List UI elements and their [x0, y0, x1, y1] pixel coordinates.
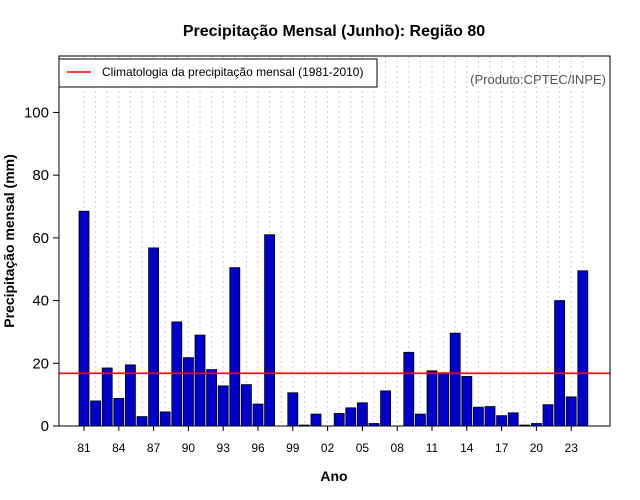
x-tick-label: 96 — [251, 441, 265, 455]
bar-1981 — [78, 210, 90, 427]
x-tick-label: 14 — [460, 441, 474, 455]
bar-1992 — [206, 369, 218, 427]
x-tick-label: 99 — [286, 441, 300, 455]
bar-1988 — [159, 411, 171, 427]
bar-1982 — [90, 400, 101, 427]
legend-box — [58, 58, 378, 88]
bar-1994 — [229, 267, 241, 427]
bar-1991 — [194, 334, 206, 427]
y-tick-label: 80 — [32, 167, 49, 184]
bar-1995 — [240, 384, 252, 427]
bar-2023 — [565, 396, 577, 427]
bar-1986 — [136, 416, 148, 427]
bar-2012 — [438, 372, 450, 427]
bar-2015 — [472, 406, 484, 427]
bar-2021 — [542, 404, 554, 427]
x-tick-label: 81 — [77, 441, 91, 455]
bar-2001 — [310, 413, 322, 427]
x-axis-title: Ano — [320, 468, 347, 484]
x-tick-label: 05 — [356, 441, 370, 455]
x-tick-label: 23 — [565, 441, 579, 455]
bar-1997 — [264, 234, 276, 427]
bar-2024 — [577, 270, 589, 427]
plot-frame — [58, 55, 611, 427]
bar-2016 — [484, 406, 496, 427]
x-tick-label: 11 — [426, 441, 439, 455]
x-tick-label: 87 — [147, 441, 161, 455]
x-tick-label: 17 — [495, 441, 509, 455]
x-tick-label: 90 — [182, 441, 196, 455]
bar-2010 — [414, 413, 426, 427]
x-tick-label: 20 — [530, 441, 544, 455]
bar-2017 — [496, 415, 508, 427]
bar-2022 — [554, 300, 565, 427]
x-tick-label: 84 — [112, 441, 126, 455]
x-tick-label: 08 — [391, 441, 405, 455]
bar-1993 — [217, 385, 229, 427]
y-tick-label: 60 — [32, 230, 49, 247]
y-axis: 0 20 40 60 80 100 — [24, 104, 59, 435]
bar-1987 — [148, 247, 160, 427]
y-tick-label: 100 — [24, 104, 49, 121]
bar-2003 — [333, 413, 345, 427]
bar-1996 — [252, 403, 264, 427]
bar-2005 — [356, 402, 368, 427]
bar-1999 — [287, 392, 299, 427]
y-axis-title: Precipitação mensal (mm) — [1, 154, 17, 328]
bar-2013 — [449, 332, 461, 427]
chart-title: Precipitação Mensal (Junho): Região 80 — [183, 23, 485, 40]
x-tick-label: 93 — [217, 441, 231, 455]
bar-2007 — [380, 390, 392, 427]
bar-2004 — [345, 407, 357, 427]
bar-1983 — [101, 367, 113, 427]
bar-1990 — [182, 357, 194, 427]
x-axis: 81 84 87 90 93 96 99 02 05 08 11 14 17 20 23 — [77, 426, 578, 455]
bar-2018 — [507, 412, 519, 427]
bar-2011 — [426, 370, 438, 427]
legend-label: Climatologia da precipitação mensal (198… — [102, 65, 363, 79]
y-tick-label: 40 — [32, 293, 49, 310]
credit-text: (Produto:CPTEC/INPE) — [470, 72, 606, 87]
bar-2014 — [461, 376, 473, 427]
legend: Climatologia da precipitação mensal (198… — [58, 58, 378, 88]
bar-layer — [78, 210, 589, 427]
bar-1984 — [113, 398, 125, 427]
x-tick-label: 02 — [321, 441, 335, 455]
bar-2009 — [403, 351, 415, 427]
y-tick-label: 20 — [32, 355, 49, 372]
y-tick-label: 0 — [41, 418, 49, 435]
